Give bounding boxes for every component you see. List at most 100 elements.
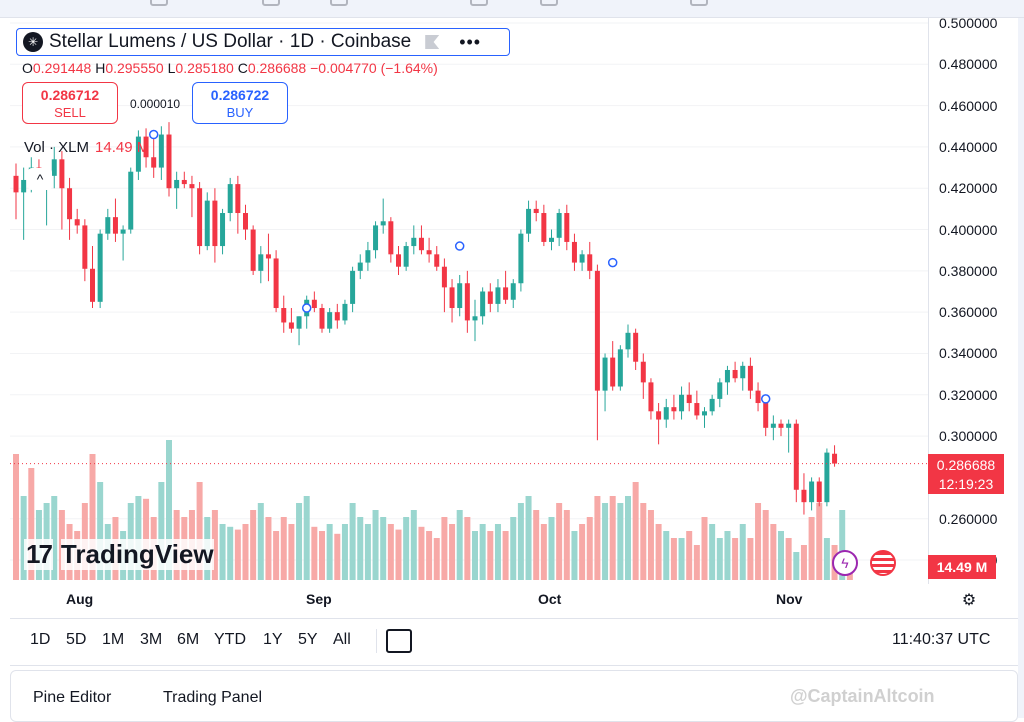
candle-body[interactable] xyxy=(518,233,524,284)
candle-body[interactable] xyxy=(97,233,103,302)
toolbar-icon[interactable] xyxy=(330,0,348,6)
price-chart[interactable] xyxy=(10,18,928,584)
candle-body[interactable] xyxy=(671,407,677,412)
candle-body[interactable] xyxy=(549,237,554,242)
symbol-legend[interactable]: ✳ Stellar Lumens / US Dollar · 1D · Coin… xyxy=(16,28,510,56)
toolbar-icon[interactable] xyxy=(262,0,280,6)
candle-body[interactable] xyxy=(464,283,470,321)
candle-body[interactable] xyxy=(533,208,539,214)
range-button-5d[interactable]: 5D xyxy=(66,631,87,648)
candle-body[interactable] xyxy=(128,171,134,230)
range-button-all[interactable]: All xyxy=(333,631,351,648)
flag-icon[interactable] xyxy=(425,35,440,49)
candle-body[interactable] xyxy=(663,407,669,420)
candle-body[interactable] xyxy=(197,188,203,247)
candle-body[interactable] xyxy=(740,365,746,379)
candle-body[interactable] xyxy=(434,254,440,267)
candle-body[interactable] xyxy=(82,225,88,269)
gear-icon[interactable]: ⚙ xyxy=(961,592,977,609)
candle-body[interactable] xyxy=(59,159,65,189)
candle-body[interactable] xyxy=(13,175,19,193)
candle-body[interactable] xyxy=(656,411,662,420)
candle-body[interactable] xyxy=(556,213,562,238)
candle-body[interactable] xyxy=(189,184,195,189)
candle-body[interactable] xyxy=(265,254,271,259)
candle-body[interactable] xyxy=(388,221,394,255)
candle-body[interactable] xyxy=(717,382,723,399)
candle-body[interactable] xyxy=(273,258,279,309)
candle-body[interactable] xyxy=(472,316,478,321)
candle-body[interactable] xyxy=(441,266,447,288)
candle-body[interactable] xyxy=(212,200,218,247)
tradingview-logo[interactable]: 17 TradingView xyxy=(24,539,214,570)
candle-body[interactable] xyxy=(120,229,126,234)
toolbar-icon[interactable] xyxy=(540,0,558,6)
candle-body[interactable] xyxy=(747,365,753,391)
calendar-range-icon[interactable] xyxy=(386,629,412,653)
candle-body[interactable] xyxy=(411,237,417,247)
candle-body[interactable] xyxy=(319,308,325,329)
event-marker-icon[interactable] xyxy=(148,129,159,140)
candle-body[interactable] xyxy=(67,188,73,220)
candle-body[interactable] xyxy=(457,283,463,309)
candle-body[interactable] xyxy=(181,179,187,185)
candle-body[interactable] xyxy=(640,361,646,383)
candle-body[interactable] xyxy=(610,357,616,387)
toolbar-icon[interactable] xyxy=(470,0,488,6)
candle-body[interactable] xyxy=(403,246,409,267)
candle-body[interactable] xyxy=(571,241,577,263)
candle-body[interactable] xyxy=(724,369,730,383)
range-button-ytd[interactable]: YTD xyxy=(214,631,246,648)
candle-body[interactable] xyxy=(151,157,157,168)
candle-body[interactable] xyxy=(702,411,707,416)
range-button-6m[interactable]: 6M xyxy=(177,631,200,648)
candle-body[interactable] xyxy=(350,270,356,304)
tab-trading-panel[interactable]: Trading Panel xyxy=(163,689,263,706)
candle-body[interactable] xyxy=(143,136,149,158)
candle-body[interactable] xyxy=(694,403,700,416)
buy-button[interactable]: 0.286722 BUY xyxy=(192,82,288,124)
candle-body[interactable] xyxy=(174,179,180,189)
candle-body[interactable] xyxy=(158,134,164,168)
candle-body[interactable] xyxy=(801,489,807,503)
candle-body[interactable] xyxy=(21,179,27,193)
candle-body[interactable] xyxy=(487,291,493,304)
event-marker-icon[interactable] xyxy=(760,394,771,404)
candle-body[interactable] xyxy=(135,136,141,172)
candle-body[interactable] xyxy=(380,221,386,226)
candle-body[interactable] xyxy=(311,299,317,309)
candle-body[interactable] xyxy=(617,349,623,387)
candle-body[interactable] xyxy=(426,250,432,255)
candle-body[interactable] xyxy=(824,452,830,503)
candle-body[interactable] xyxy=(281,308,287,323)
chevron-up-icon[interactable]: ^ xyxy=(28,168,52,190)
candle-body[interactable] xyxy=(541,213,547,242)
candle-body[interactable] xyxy=(204,200,210,247)
candle-body[interactable] xyxy=(579,254,585,263)
range-button-1y[interactable]: 1Y xyxy=(263,631,283,648)
candle-body[interactable] xyxy=(755,390,761,404)
candle-body[interactable] xyxy=(357,262,363,271)
candle-body[interactable] xyxy=(250,229,256,271)
candle-body[interactable] xyxy=(809,481,815,503)
candle-body[interactable] xyxy=(495,287,501,304)
range-button-5y[interactable]: 5Y xyxy=(298,631,318,648)
tab-pine-editor[interactable]: Pine Editor xyxy=(33,689,112,706)
candle-body[interactable] xyxy=(778,423,784,428)
candle-body[interactable] xyxy=(373,225,379,251)
range-button-1m[interactable]: 1M xyxy=(102,631,125,648)
candle-body[interactable] xyxy=(105,217,111,234)
price-scale[interactable]: 0.500000 0.480000 0.460000 0.440000 0.420000… xyxy=(928,15,1018,584)
candle-body[interactable] xyxy=(288,322,294,329)
symbol-title[interactable]: Stellar Lumens / US Dollar · 1D · Coinba… xyxy=(49,31,412,52)
candle-body[interactable] xyxy=(832,453,838,464)
candle-body[interactable] xyxy=(602,357,608,391)
event-marker-icon[interactable] xyxy=(607,257,618,268)
candle-body[interactable] xyxy=(594,270,600,391)
candle-body[interactable] xyxy=(625,332,631,350)
candle-body[interactable] xyxy=(166,134,172,189)
time-axis[interactable]: Aug Sep Oct Nov xyxy=(10,584,928,614)
candle-body[interactable] xyxy=(51,159,57,176)
candle-body[interactable] xyxy=(396,254,401,267)
candle-body[interactable] xyxy=(112,217,118,234)
